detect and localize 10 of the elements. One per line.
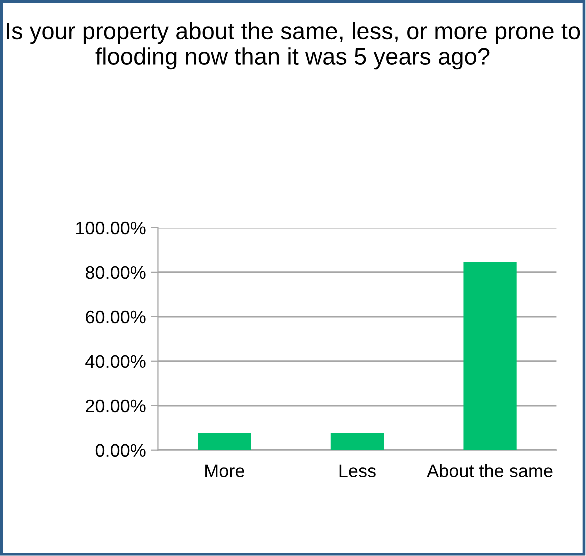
x-tick-label: About the same [427,464,553,478]
y-tick-label: 0.00% [96,444,146,458]
y-tick-label: 20.00% [86,400,146,413]
y-tick-label: 60.00% [86,310,146,324]
chart-title: Is your property about the same, less, or more prone to flooding now than it was 5 years ago? [7,22,580,70]
x-tick-label: Less [340,464,376,478]
y-tick-label: 100.00% [76,222,146,235]
x-tick-label: More [206,464,244,478]
y-tick-label: 40.00% [86,355,146,368]
y-tick-label: 80.00% [86,266,146,280]
